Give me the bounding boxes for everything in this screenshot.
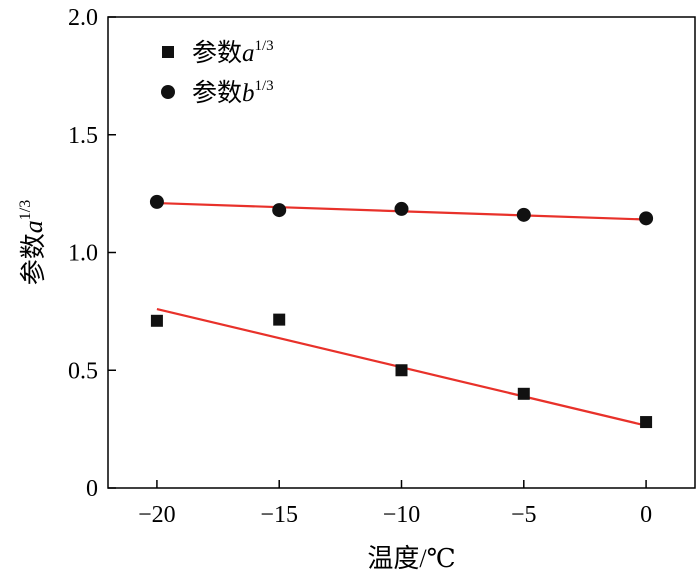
data-point-circle (639, 211, 654, 226)
y-tick-label: 2.0 (68, 5, 98, 31)
x-tick-label: −10 (383, 502, 421, 528)
data-point-square (395, 364, 408, 377)
y-tick-label: 0 (86, 476, 98, 502)
legend-marker-circle (161, 85, 175, 99)
legend-label: 参数b1/3 (192, 78, 274, 107)
data-point-circle (516, 207, 531, 222)
data-points (149, 194, 654, 429)
data-point-square (150, 314, 163, 327)
x-tick-label: −5 (511, 502, 537, 528)
data-point-square (640, 416, 653, 429)
x-axis-label: 温度/℃ (367, 544, 455, 573)
axis-labels: 温度/℃ 参数a1/3 (17, 200, 456, 573)
x-tick-label: 0 (640, 502, 652, 528)
fit-lines (156, 201, 647, 427)
y-tick-label: 1.0 (68, 241, 98, 267)
legend: 参数a1/3 参数b1/3 (161, 38, 274, 107)
legend-marker-square (162, 46, 174, 58)
data-point-square (517, 387, 530, 400)
axes: 0 0.5 1.0 1.5 2.0 −20 −15 −10 −5 0 (68, 5, 696, 528)
data-point-circle (272, 203, 287, 218)
legend-label: 参数a1/3 (192, 38, 274, 67)
data-point-circle (394, 201, 409, 216)
y-tick-label: 0.5 (68, 358, 98, 384)
y-axis-label: 参数a1/3 (17, 200, 48, 285)
y-tick-label: 1.5 (68, 123, 98, 149)
data-point-square (273, 313, 286, 326)
x-tick-label: −20 (138, 502, 176, 528)
x-tick-label: −15 (260, 502, 298, 528)
data-point-circle (149, 194, 164, 209)
